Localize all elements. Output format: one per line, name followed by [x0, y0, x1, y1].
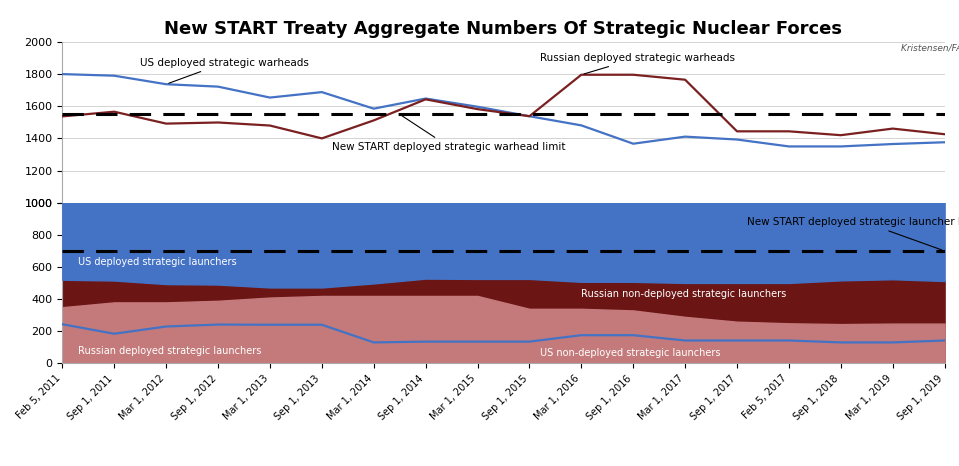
Title: New START Treaty Aggregate Numbers Of Strategic Nuclear Forces: New START Treaty Aggregate Numbers Of St… — [165, 20, 842, 38]
Text: Russian deployed strategic warheads: Russian deployed strategic warheads — [540, 53, 735, 74]
Text: US deployed strategic launchers: US deployed strategic launchers — [78, 257, 237, 267]
Text: Russian deployed strategic launchers: Russian deployed strategic launchers — [78, 346, 261, 356]
Text: US deployed strategic warheads: US deployed strategic warheads — [140, 58, 309, 83]
Text: Russian non-deployed strategic launchers: Russian non-deployed strategic launchers — [581, 289, 786, 299]
Text: New START deployed strategic launcher limit: New START deployed strategic launcher li… — [747, 217, 959, 250]
Text: Kristensen/FAS 2019: Kristensen/FAS 2019 — [901, 43, 959, 53]
Text: US non-deployed strategic launchers: US non-deployed strategic launchers — [540, 348, 720, 358]
Text: New START deployed strategic warhead limit: New START deployed strategic warhead lim… — [332, 116, 566, 151]
